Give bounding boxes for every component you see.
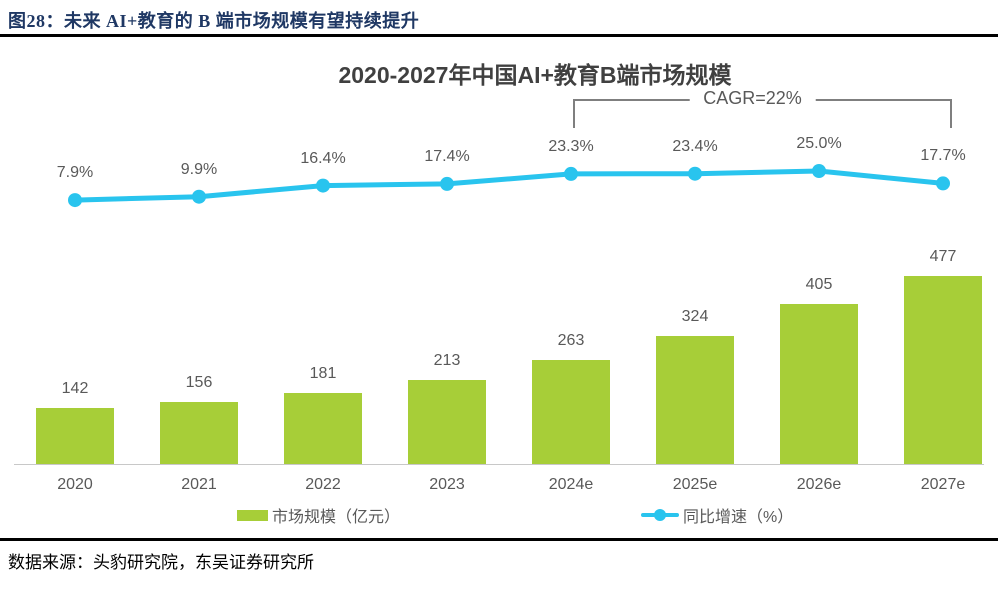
line-value-label-2022: 16.4% (300, 149, 346, 167)
top-divider (0, 34, 998, 37)
line-value-label-2023: 17.4% (424, 147, 470, 165)
bar-2020 (36, 407, 114, 464)
x-axis-line (14, 464, 984, 465)
line-value-label-2027e: 17.7% (920, 147, 966, 165)
figure-caption: 图28：未来 AI+教育的 B 端市场规模有望持续提升 (8, 11, 420, 31)
line-marker-2023 (440, 176, 454, 191)
bar-value-label-2022: 181 (309, 364, 337, 382)
x-axis-label-2026e: 2026e (796, 476, 842, 493)
line-value-label-2024e: 23.3% (548, 137, 594, 155)
bar-2026e (780, 304, 858, 464)
x-axis-label-2020: 2020 (57, 476, 93, 493)
line-value-label-2020: 7.9% (56, 164, 94, 182)
line-marker-2026e (812, 164, 826, 178)
bar-value-label-2021: 156 (185, 374, 213, 392)
line-marker-2022 (316, 178, 330, 193)
bar-2021 (160, 402, 238, 464)
line-legend-dot-icon (654, 509, 666, 521)
bar-2025e (656, 336, 734, 464)
x-axis-label-2025e: 2025e (672, 476, 718, 493)
line-marker-2027e (936, 176, 950, 191)
bar-value-label-2027e: 477 (929, 247, 957, 265)
bar-2024e (532, 360, 610, 464)
line-value-label-2025e: 23.4% (672, 137, 718, 155)
bar-legend-swatch (237, 509, 268, 521)
bar-2027e (904, 275, 982, 464)
x-axis-label-2023: 2023 (429, 476, 465, 493)
line-marker-2020 (68, 193, 82, 208)
cagr-bracket-left-tick (573, 99, 575, 128)
line-legend-swatch (641, 509, 679, 521)
chart-title: 2020-2027年中国AI+教育B端市场规模 (338, 62, 732, 88)
bar-2022 (284, 392, 362, 464)
bar-value-label-2025e: 324 (681, 308, 709, 326)
bar-value-label-2026e: 405 (805, 276, 833, 294)
cagr-bracket-right-tick (950, 99, 952, 128)
bar-value-label-2020: 142 (61, 379, 89, 397)
x-axis-label-2024e: 2024e (548, 476, 594, 493)
legend-label-growth-rate: 同比增速（%） (683, 509, 794, 526)
line-marker-2021 (192, 189, 206, 204)
bar-2023 (408, 379, 486, 464)
x-axis-label-2027e: 2027e (920, 476, 966, 493)
legend-item-market-size: 市场规模（亿元） (237, 503, 400, 527)
bar-value-label-2023: 213 (433, 351, 461, 369)
x-axis-label-2021: 2021 (181, 476, 217, 493)
line-marker-2025e (688, 166, 702, 181)
source-note: 数据来源：头豹研究院，东吴证券研究所 (8, 553, 314, 572)
bottom-divider (0, 538, 998, 541)
legend-item-growth-rate: 同比增速（%） (641, 503, 793, 527)
line-value-label-2021: 9.9% (180, 160, 218, 178)
x-axis-label-2022: 2022 (305, 476, 341, 493)
bar-value-label-2024e: 263 (557, 332, 585, 350)
cagr-annotation: CAGR=22% (689, 88, 816, 109)
line-marker-2024e (564, 166, 578, 181)
line-value-label-2026e: 25.0% (796, 135, 842, 152)
legend-label-market-size: 市场规模（亿元） (272, 509, 401, 526)
